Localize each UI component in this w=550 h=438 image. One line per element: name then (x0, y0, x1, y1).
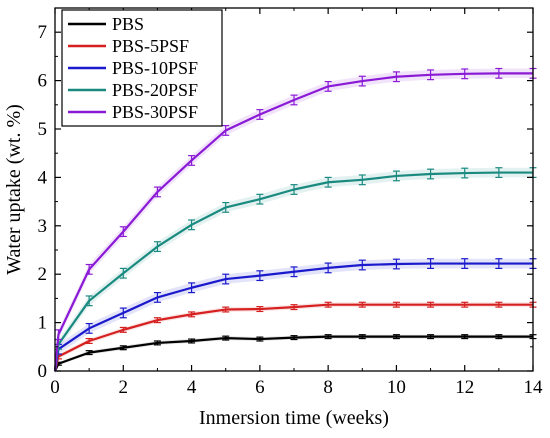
legend-label: PBS-5PSF (112, 36, 189, 56)
series-pbs-10psf (53, 258, 537, 375)
y-tick-label: 0 (38, 361, 48, 382)
x-tick-label: 14 (524, 377, 544, 398)
legend-label: PBS (112, 14, 144, 34)
error-band (55, 334, 533, 373)
legend-label: PBS-30PSF (112, 102, 198, 122)
y-axis-label: Water uptake (wt. %) (3, 104, 25, 275)
error-band (55, 258, 533, 375)
series-line (53, 303, 533, 372)
y-tick-label: 2 (38, 264, 48, 285)
series-line (53, 262, 533, 372)
series-line (54, 335, 533, 372)
y-tick-label: 1 (38, 313, 48, 334)
series-pbs-5psf (53, 301, 537, 373)
x-tick-label: 6 (255, 377, 265, 398)
x-tick-label: 12 (455, 377, 474, 398)
legend-label: PBS-20PSF (112, 80, 198, 100)
series-line (53, 72, 533, 372)
y-tick-label: 4 (38, 167, 48, 188)
series-pbs-30psf (53, 67, 537, 376)
series-pbs (54, 334, 537, 373)
x-tick-label: 0 (50, 377, 60, 398)
x-axis-label: Inmersion time (weeks) (199, 407, 389, 429)
y-tick-label: 5 (38, 119, 48, 140)
series-layer (53, 67, 537, 376)
legend-label: PBS-10PSF (112, 58, 198, 78)
series-line (53, 171, 533, 372)
x-tick-label: 8 (323, 377, 333, 398)
y-tick-label: 6 (38, 71, 48, 92)
x-tick-label: 2 (119, 377, 129, 398)
y-tick-label: 3 (38, 216, 48, 237)
x-tick-label: 10 (387, 377, 406, 398)
y-tick-label: 7 (38, 22, 48, 43)
x-tick-label: 4 (187, 377, 197, 398)
